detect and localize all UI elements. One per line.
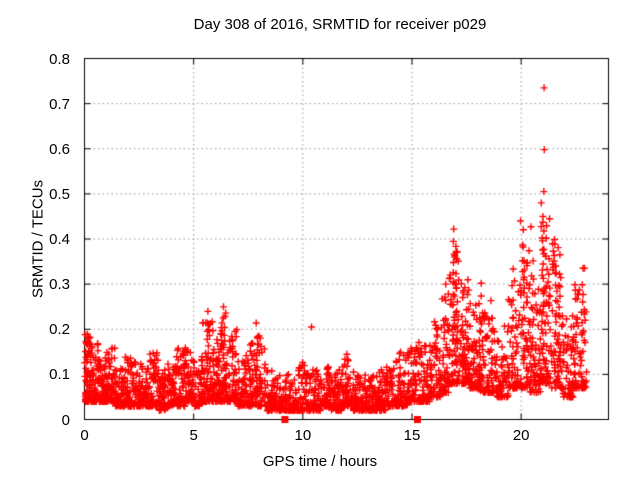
- x-tick-label-0: 0: [80, 427, 89, 444]
- y-tick-label-0.7: 0.7: [49, 95, 70, 113]
- x-tick-label-20: 20: [512, 427, 530, 444]
- x-tick-label-10: 10: [294, 427, 312, 444]
- y-tick-label-0: 0: [61, 411, 70, 429]
- y-tick-label-0.5: 0.5: [49, 185, 70, 203]
- x-axis-label: GPS time / hours: [262, 453, 378, 470]
- y-tick-label-0.2: 0.2: [49, 321, 70, 339]
- x-tick-label-15: 15: [403, 427, 421, 444]
- y-tick-label-0.1: 0.1: [49, 366, 70, 384]
- y-tick-label-0.3: 0.3: [49, 276, 70, 294]
- y-tick-label-0.8: 0.8: [49, 50, 70, 68]
- chart-title: Day 308 of 2016, SRMTID for receiver p02…: [193, 16, 487, 33]
- y-tick-label-0.6: 0.6: [49, 140, 70, 158]
- x-tick-label-5: 5: [189, 427, 198, 444]
- y-tick-label-0.4: 0.4: [49, 231, 70, 248]
